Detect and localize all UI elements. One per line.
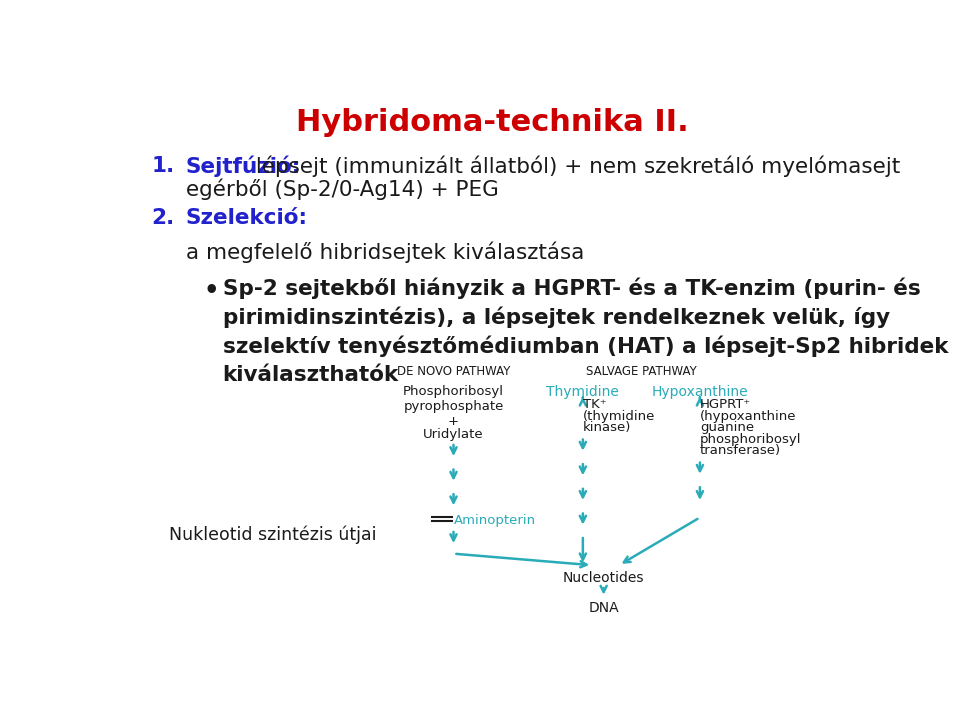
Text: transferase): transferase) xyxy=(700,444,781,457)
Text: (thymidine: (thymidine xyxy=(583,410,656,423)
Text: Aminopterin: Aminopterin xyxy=(453,513,536,526)
Text: TK⁺: TK⁺ xyxy=(583,398,607,411)
Text: Hybridoma-technika II.: Hybridoma-technika II. xyxy=(296,108,688,137)
Text: lépsejt (immunizált állatból) + nem szekretáló myelómasejt: lépsejt (immunizált állatból) + nem szek… xyxy=(249,155,900,177)
Text: pyrophosphate: pyrophosphate xyxy=(403,400,504,413)
Text: 1.: 1. xyxy=(152,155,175,175)
Text: kiválaszthatók: kiválaszthatók xyxy=(223,365,398,385)
Text: Uridylate: Uridylate xyxy=(423,428,484,441)
Text: (hypoxanthine: (hypoxanthine xyxy=(700,410,797,423)
Text: SALVAGE PATHWAY: SALVAGE PATHWAY xyxy=(586,365,697,378)
Text: Thymidine: Thymidine xyxy=(546,385,619,399)
Text: Szelekció:: Szelekció: xyxy=(185,208,307,228)
Text: phosphoribosyl: phosphoribosyl xyxy=(700,433,802,446)
Text: Hypoxanthine: Hypoxanthine xyxy=(652,385,748,399)
Text: Sejtfúzió:: Sejtfúzió: xyxy=(185,155,300,177)
Text: egérből (Sp-2/0-Ag14) + PEG: egérből (Sp-2/0-Ag14) + PEG xyxy=(185,179,498,200)
Text: HGPRT⁺: HGPRT⁺ xyxy=(700,398,751,411)
Text: •: • xyxy=(204,279,219,303)
Text: Nukleotid szintézis útjai: Nukleotid szintézis útjai xyxy=(169,525,376,544)
Text: DNA: DNA xyxy=(588,600,619,615)
Text: kinase): kinase) xyxy=(583,421,632,434)
Text: Sp-2 sejtekből hiányzik a HGPRT- és a TK-enzim (purin- és: Sp-2 sejtekből hiányzik a HGPRT- és a TK… xyxy=(223,278,921,298)
Text: a megfelelő hibridsejtek kiválasztása: a megfelelő hibridsejtek kiválasztása xyxy=(185,242,584,263)
Text: 2.: 2. xyxy=(152,208,175,228)
Text: Nucleotides: Nucleotides xyxy=(563,572,644,585)
Text: DE NOVO PATHWAY: DE NOVO PATHWAY xyxy=(396,365,510,378)
Text: Phosphoribosyl: Phosphoribosyl xyxy=(403,385,504,398)
Text: +: + xyxy=(448,415,459,428)
Text: pirimidinszintézis), a lépsejtek rendelkeznek velük, így: pirimidinszintézis), a lépsejtek rendelk… xyxy=(223,306,890,328)
Text: guanine: guanine xyxy=(700,421,754,434)
Text: szelektív tenyésztőmédiumban (HAT) a lépsejt-Sp2 hibridek: szelektív tenyésztőmédiumban (HAT) a lép… xyxy=(223,336,948,357)
